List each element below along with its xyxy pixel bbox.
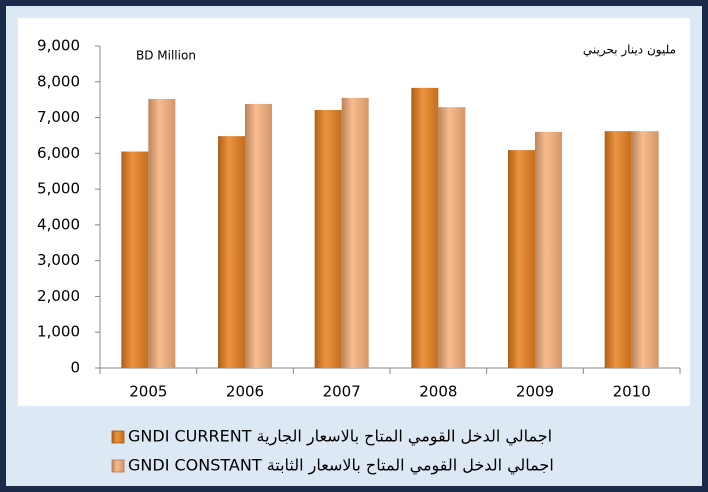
- x-tick-label: 2010: [613, 383, 651, 401]
- bar: [535, 131, 562, 368]
- y-tick-label: 7,000: [37, 108, 80, 126]
- y-tick-label: 5,000: [37, 180, 80, 198]
- y-tick-label: 1,000: [37, 323, 80, 341]
- legend-swatch: [111, 459, 125, 473]
- bar: [245, 103, 272, 369]
- y-tick-label: 8,000: [37, 72, 80, 90]
- y-tick-label: 2,000: [37, 287, 80, 305]
- bar: [341, 97, 369, 368]
- x-tick-label: 2009: [516, 383, 554, 401]
- bar: [604, 131, 632, 368]
- y-tick-label: 9,000: [37, 37, 80, 55]
- bar: [121, 151, 149, 368]
- bar: [411, 87, 439, 369]
- x-tick-label: 2008: [419, 383, 457, 401]
- bar: [631, 131, 659, 368]
- y-tick-label: 0: [70, 359, 80, 377]
- bar: [218, 136, 245, 368]
- bar: [148, 98, 176, 368]
- legend-label: GNDI CURRENT اجمالي الدخل القومي المتاح …: [128, 427, 552, 447]
- unit-label: BD Million: [136, 49, 196, 63]
- legend-label: GNDI CONSTANT اجمالي الدخل القومي المتاح…: [128, 456, 554, 476]
- y-tick-label: 6,000: [37, 144, 80, 162]
- x-tick-label: 2007: [323, 383, 361, 401]
- y-tick-label: 3,000: [37, 251, 80, 269]
- bar: [314, 110, 342, 368]
- x-tick-label: 2005: [129, 383, 167, 401]
- bar: [508, 150, 535, 368]
- y-tick-label: 4,000: [37, 215, 80, 233]
- unit-label-arabic: مليون دينار بحريني: [583, 43, 676, 58]
- x-tick-label: 2006: [226, 383, 264, 401]
- legend-swatch: [111, 430, 125, 444]
- bar: [438, 107, 466, 369]
